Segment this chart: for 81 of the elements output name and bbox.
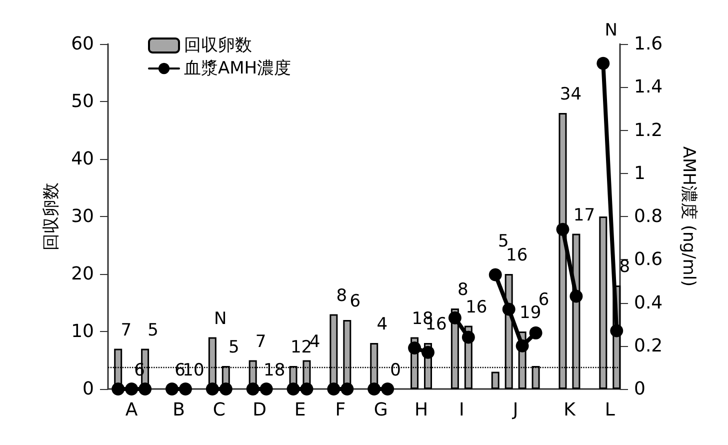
point bbox=[408, 342, 422, 355]
y2-axis-title: AMH濃度 (ng/ml) bbox=[678, 146, 698, 287]
point bbox=[529, 326, 542, 340]
point bbox=[570, 290, 583, 303]
annotation: 5 bbox=[228, 338, 240, 358]
x-tick-label: K bbox=[564, 400, 577, 420]
point bbox=[260, 382, 273, 396]
y2-tick-label: 1.4 bbox=[634, 76, 663, 98]
annotation: 7 bbox=[120, 320, 132, 340]
y2-tick-label: 0.2 bbox=[634, 335, 663, 356]
y-tick-label: 30 bbox=[71, 206, 94, 227]
y-axis-title: 回収卵数 bbox=[42, 182, 62, 250]
point bbox=[488, 268, 502, 282]
x-tick-label: L bbox=[604, 400, 615, 420]
annotation: 6 bbox=[174, 360, 186, 380]
annotation: 5 bbox=[498, 232, 509, 252]
annotation: 17 bbox=[573, 205, 596, 226]
x-tick-label: H bbox=[414, 400, 428, 420]
annotation: 8 bbox=[336, 286, 348, 306]
legend-label: 血漿AMH濃度 bbox=[184, 58, 292, 78]
point bbox=[368, 382, 381, 396]
point bbox=[246, 382, 260, 396]
annotation: 4 bbox=[309, 332, 320, 352]
y2-tick-label: 0.8 bbox=[634, 206, 663, 227]
point bbox=[381, 382, 394, 396]
x-tick-label: D bbox=[252, 400, 267, 420]
point bbox=[327, 382, 340, 396]
point bbox=[448, 311, 462, 324]
annotation: N bbox=[214, 308, 227, 329]
point bbox=[610, 324, 624, 338]
annotation: 19 bbox=[519, 303, 542, 323]
legend-label: 回収卵数 bbox=[184, 36, 252, 56]
point bbox=[178, 382, 192, 396]
y2-tick-label: 1.6 bbox=[634, 34, 663, 54]
point bbox=[462, 330, 475, 344]
text: N bbox=[604, 20, 618, 40]
point bbox=[125, 382, 138, 396]
x-tick-label: C bbox=[212, 400, 226, 420]
annotation: 34 bbox=[560, 84, 582, 104]
annotation: 5 bbox=[148, 320, 158, 340]
point bbox=[138, 382, 152, 396]
annotation: 18 bbox=[263, 360, 286, 380]
point bbox=[166, 382, 178, 396]
annotation: 7 bbox=[255, 332, 266, 352]
annotation: 8 bbox=[619, 257, 630, 277]
annotation: 6 bbox=[350, 292, 361, 312]
annotation: 8 bbox=[458, 280, 468, 300]
point bbox=[422, 346, 434, 359]
x-tick-label: E bbox=[294, 400, 306, 420]
y-tick-label: 50 bbox=[71, 91, 94, 112]
x-tick-label: B bbox=[172, 400, 185, 420]
annotation: 0 bbox=[390, 360, 401, 380]
annotation: 16 bbox=[506, 246, 528, 266]
point bbox=[300, 382, 314, 396]
point bbox=[286, 382, 300, 396]
y-tick-label: 10 bbox=[71, 321, 94, 342]
x-tick-label: F bbox=[335, 400, 346, 420]
point bbox=[340, 382, 354, 396]
x-tick-label: G bbox=[374, 400, 388, 420]
point bbox=[596, 56, 610, 70]
y2-tick-label: 1.2 bbox=[634, 120, 663, 141]
point bbox=[112, 382, 125, 396]
bar bbox=[491, 372, 500, 389]
y2-tick-label: 0.4 bbox=[634, 292, 663, 314]
annotation: 16 bbox=[466, 297, 488, 318]
point bbox=[516, 339, 529, 352]
point bbox=[219, 382, 232, 396]
y-tick-label: 20 bbox=[71, 264, 94, 284]
y-tick-label: 60 bbox=[71, 34, 94, 54]
y-tick-label: 40 bbox=[71, 148, 94, 170]
point bbox=[502, 302, 516, 316]
x-tick-label: J bbox=[512, 400, 518, 420]
y2-tick-label: 0 bbox=[634, 378, 646, 400]
point bbox=[206, 382, 219, 396]
y-tick-label: 0 bbox=[82, 378, 94, 400]
x-tick-label: A bbox=[125, 400, 138, 420]
point bbox=[556, 222, 570, 236]
annotation: 4 bbox=[376, 314, 388, 334]
y2-tick-label: 1 bbox=[634, 162, 646, 184]
x-tick-label: I bbox=[459, 400, 464, 420]
y2-tick-label: 0.6 bbox=[634, 249, 663, 270]
